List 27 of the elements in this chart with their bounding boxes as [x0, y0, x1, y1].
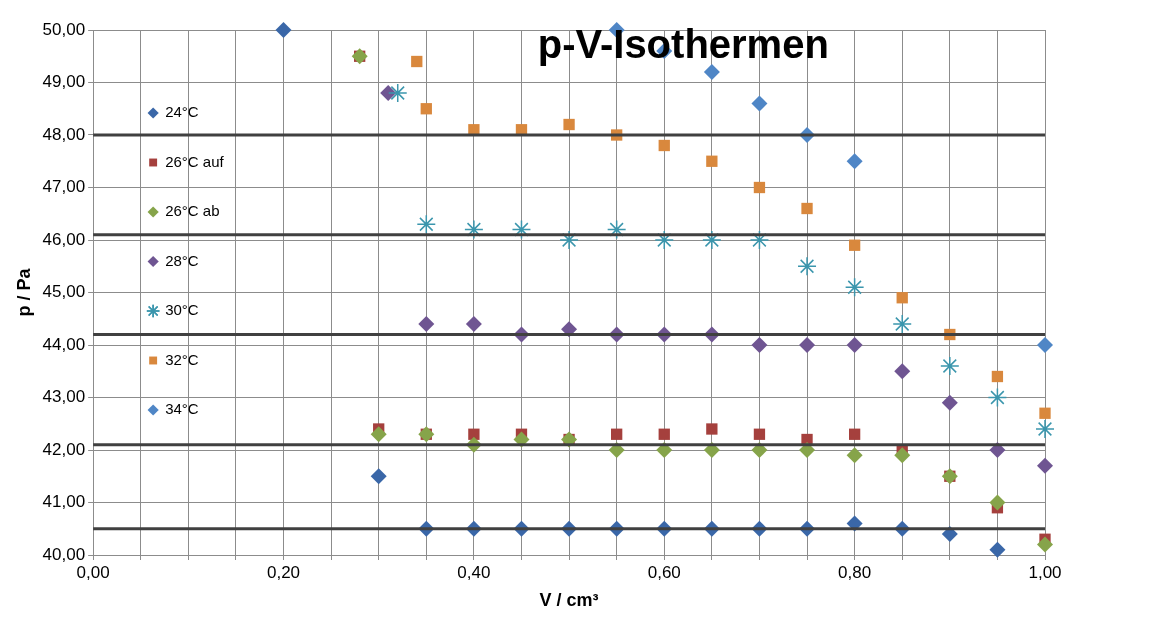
y-tick-label: 46,00	[42, 229, 86, 249]
x-tick-label: 1,00	[1028, 562, 1062, 582]
x-axis-title: V / cm³	[539, 590, 599, 611]
y-tick-label: 47,00	[42, 177, 86, 197]
legend-label: 34°C	[165, 400, 199, 418]
x-tick-label: 0,00	[76, 562, 110, 582]
y-tick-label: 41,00	[42, 492, 86, 512]
x-tick-label: 0,40	[457, 562, 491, 582]
legend-label: 28°C	[165, 251, 199, 269]
x-tick-label: 0,60	[647, 562, 681, 582]
y-axis-title: p / Pa	[13, 267, 34, 317]
legend-label: 24°C	[165, 103, 199, 121]
y-tick-label: 48,00	[42, 124, 86, 144]
x-tick-label: 0,80	[838, 562, 872, 582]
y-tick-label: 44,00	[42, 334, 86, 354]
y-tick-label: 49,00	[42, 72, 86, 92]
legend-label: 26°C auf	[165, 152, 225, 170]
legend-label: 32°C	[165, 350, 199, 368]
legend-label: 26°C ab	[165, 202, 220, 220]
y-tick-label: 42,00	[42, 439, 86, 459]
x-tick-label: 0,20	[266, 562, 301, 582]
chart-title: p-V-Isothermen	[537, 22, 829, 67]
legend-label: 30°C	[165, 301, 199, 319]
y-tick-label: 43,00	[42, 387, 86, 407]
y-tick-label: 50,00	[42, 19, 86, 39]
y-tick-label: 45,00	[42, 282, 86, 302]
y-tick-label: 40,00	[42, 544, 86, 564]
